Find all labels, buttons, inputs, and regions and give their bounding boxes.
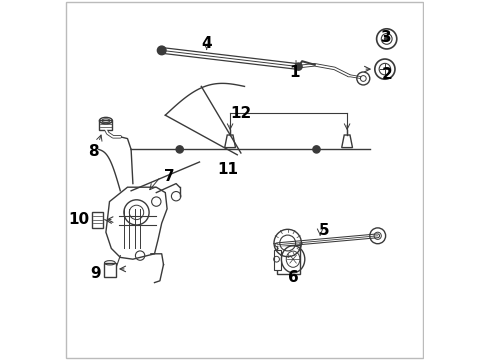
Text: 10: 10 — [68, 212, 89, 227]
Text: 2: 2 — [381, 67, 391, 82]
FancyBboxPatch shape — [92, 212, 103, 228]
Text: 1: 1 — [288, 65, 299, 80]
FancyBboxPatch shape — [99, 120, 112, 130]
Circle shape — [312, 146, 320, 153]
Text: 7: 7 — [163, 169, 174, 184]
FancyBboxPatch shape — [276, 245, 300, 274]
Text: 9: 9 — [90, 266, 100, 281]
Text: 8: 8 — [88, 144, 99, 159]
FancyBboxPatch shape — [104, 263, 115, 277]
Circle shape — [157, 46, 166, 55]
Text: 4: 4 — [201, 36, 212, 51]
Circle shape — [294, 63, 302, 70]
Text: 11: 11 — [217, 162, 238, 177]
Text: 3: 3 — [381, 30, 391, 45]
FancyBboxPatch shape — [273, 250, 280, 270]
Text: 12: 12 — [230, 106, 251, 121]
Text: 6: 6 — [287, 270, 298, 285]
Text: 5: 5 — [318, 223, 328, 238]
Circle shape — [176, 146, 183, 153]
Circle shape — [384, 37, 388, 41]
